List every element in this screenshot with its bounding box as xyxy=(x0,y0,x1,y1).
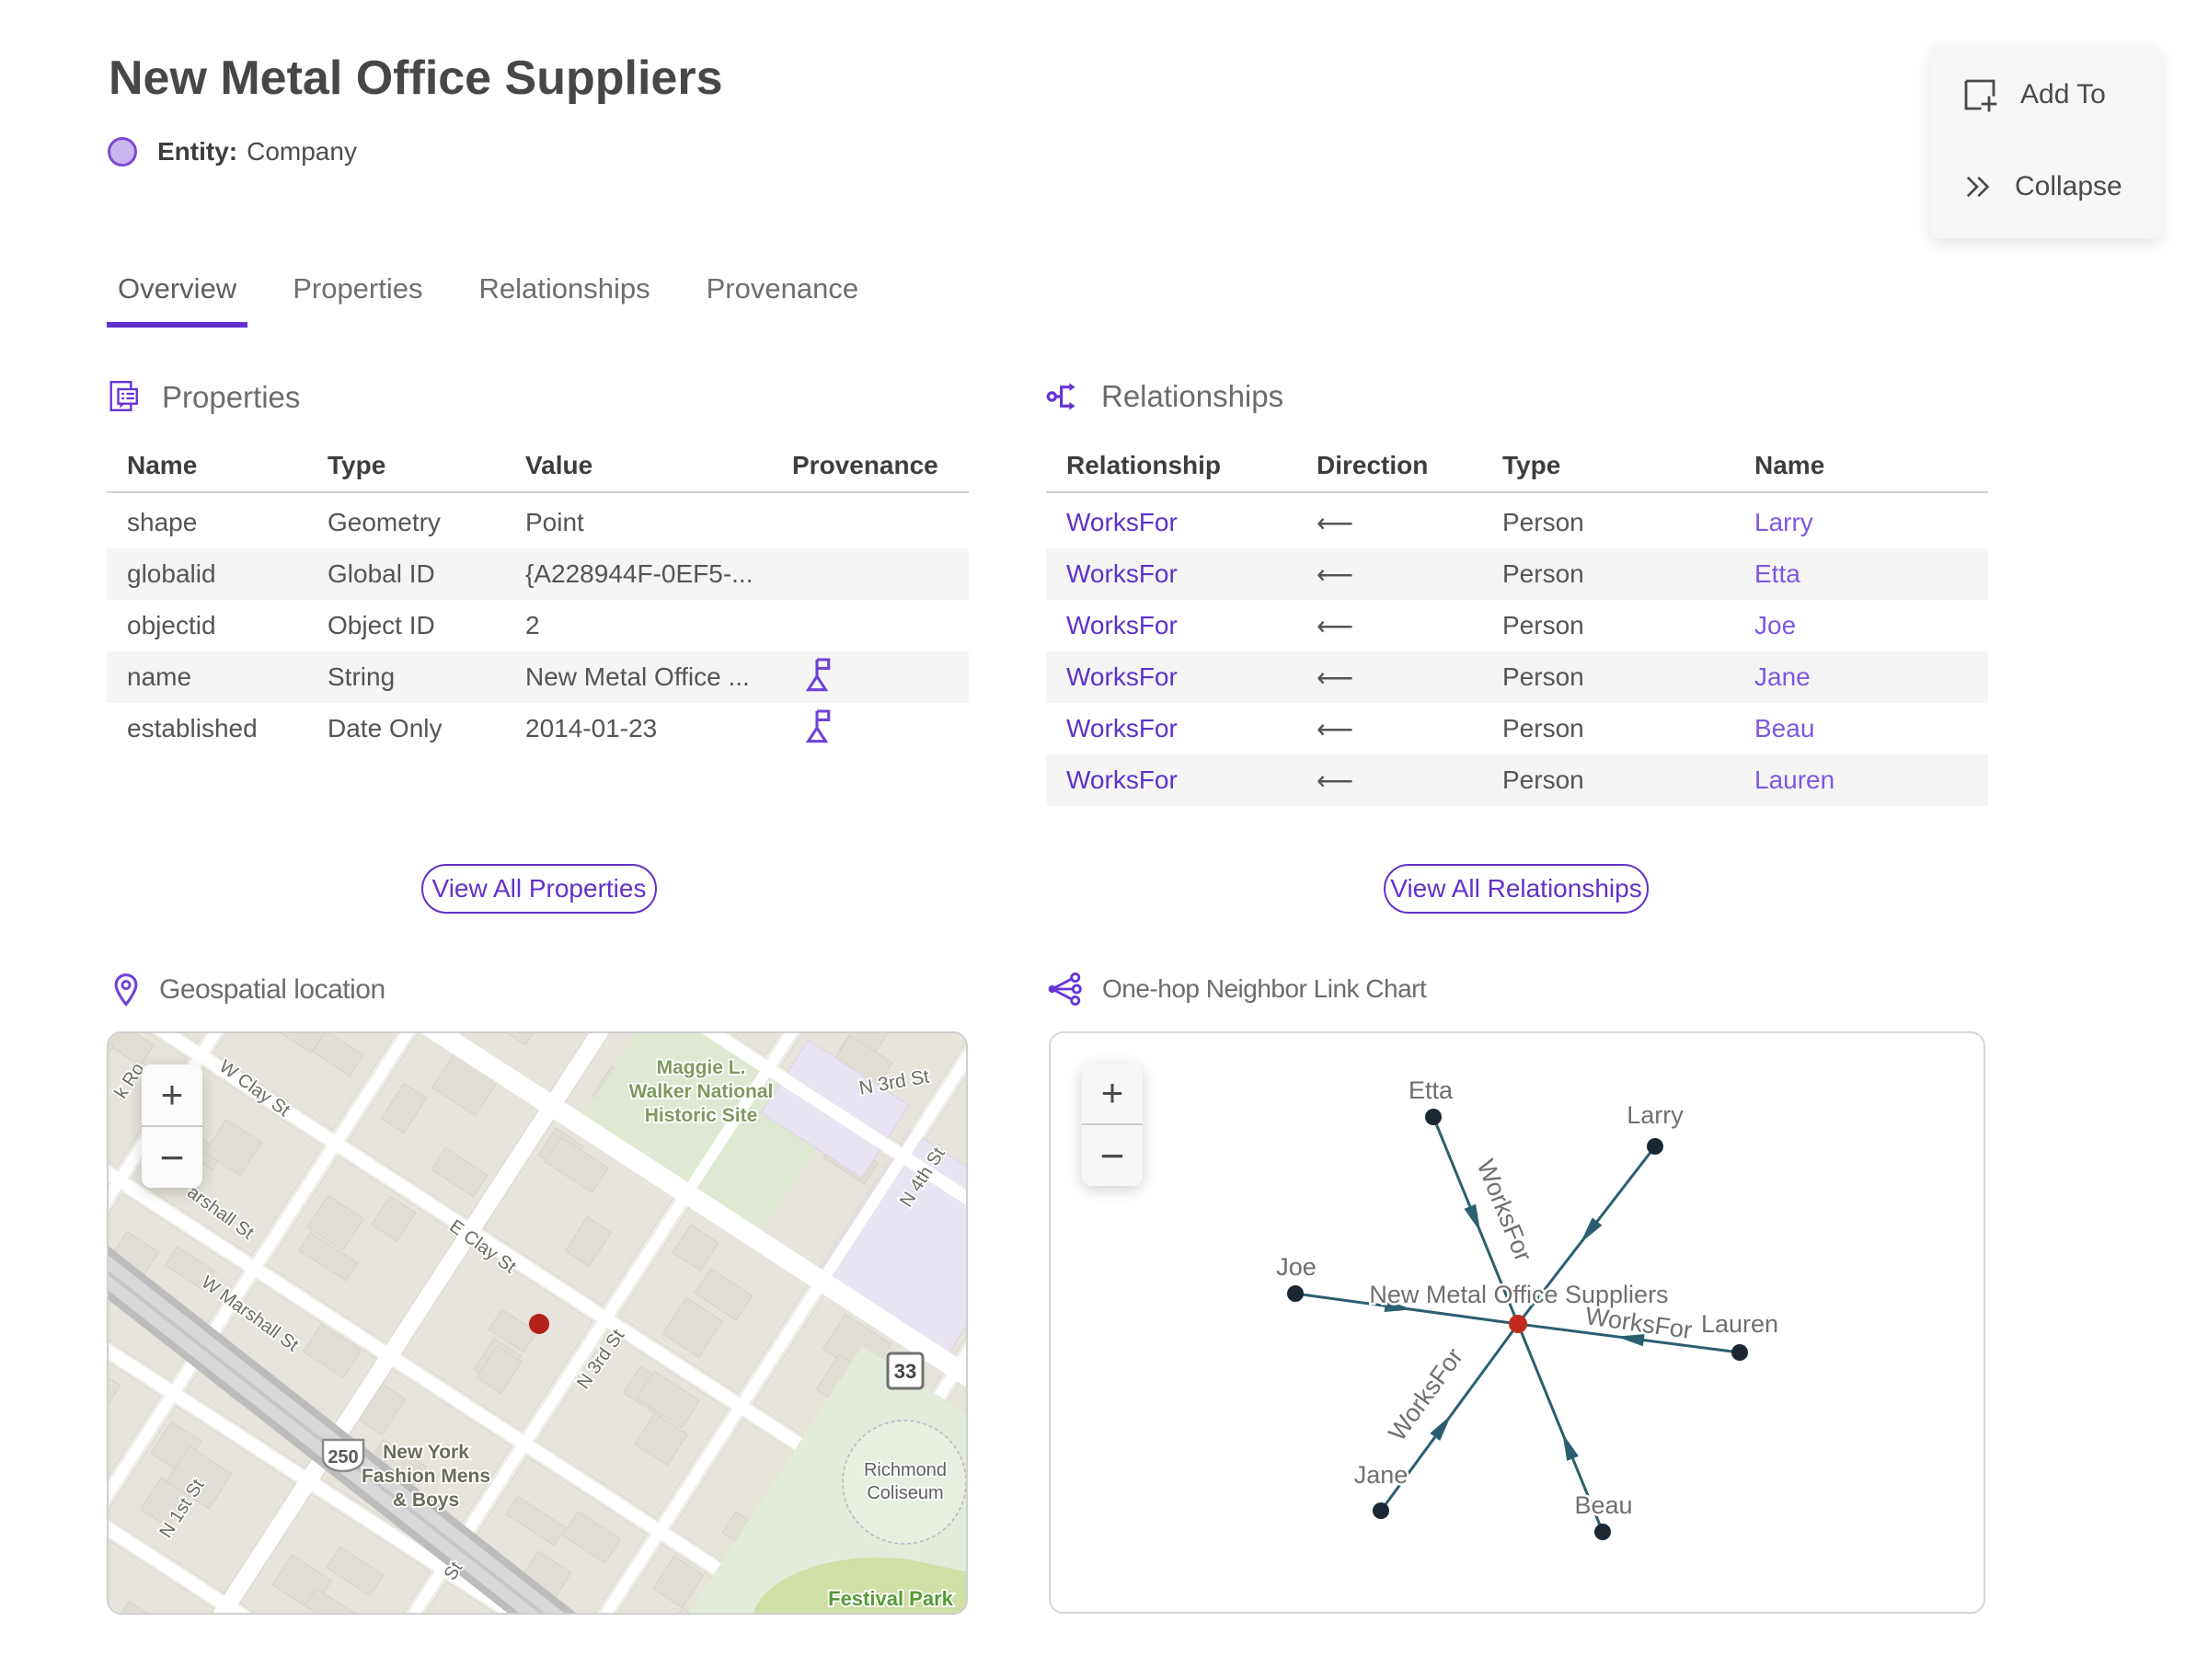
svg-text:Walker National: Walker National xyxy=(629,1081,774,1102)
svg-text:Joe: Joe xyxy=(1276,1253,1317,1281)
svg-text:Festival Park: Festival Park xyxy=(828,1587,954,1610)
svg-text:& Boys: & Boys xyxy=(393,1490,459,1511)
svg-text:Historic Site: Historic Site xyxy=(645,1105,758,1126)
svg-text:33: 33 xyxy=(894,1360,916,1383)
svg-text:Fashion Mens: Fashion Mens xyxy=(362,1466,490,1487)
svg-text:Larry: Larry xyxy=(1627,1101,1684,1129)
svg-text:New Metal Office Suppliers: New Metal Office Suppliers xyxy=(1369,1281,1668,1308)
svg-text:Coliseum: Coliseum xyxy=(867,1483,943,1503)
svg-text:Maggie L.: Maggie L. xyxy=(657,1057,746,1078)
svg-text:Lauren: Lauren xyxy=(1701,1310,1778,1338)
svg-text:Beau: Beau xyxy=(1574,1491,1632,1519)
svg-text:New York: New York xyxy=(383,1442,469,1463)
svg-text:Richmond: Richmond xyxy=(864,1460,947,1480)
svg-text:Jane: Jane xyxy=(1354,1461,1409,1489)
svg-text:Etta: Etta xyxy=(1409,1076,1454,1104)
svg-text:250: 250 xyxy=(328,1447,358,1467)
